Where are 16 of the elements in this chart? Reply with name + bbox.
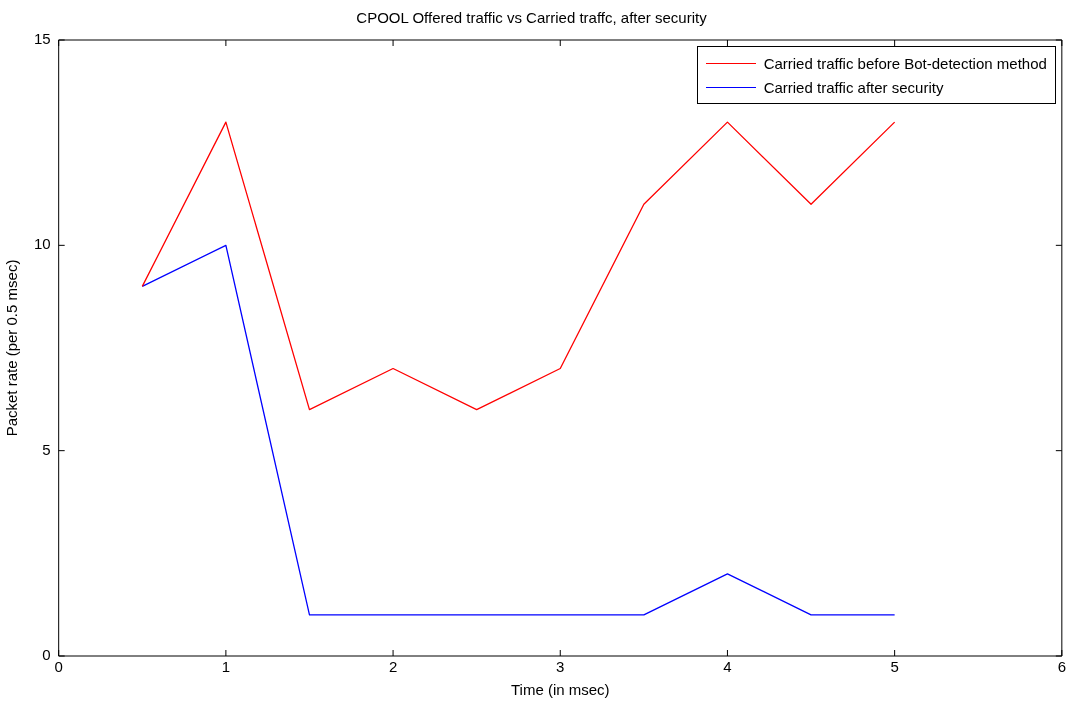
legend-label: Carried traffic after security <box>763 78 944 96</box>
x-tick-label: 1 <box>221 658 231 676</box>
x-tick-label: 3 <box>556 658 565 676</box>
legend-label: Carried traffic before Bot-detection method <box>763 54 1047 72</box>
chart-title: CPOOL Offered traffic vs Carried traffc, after security <box>356 9 708 27</box>
y-axis-title: Packet rate (per 0.5 msec) <box>3 259 21 437</box>
y-tick-label: 10 <box>34 235 51 253</box>
x-tick-label: 2 <box>388 658 398 676</box>
x-tick-label: 4 <box>723 658 732 676</box>
x-tick-label: 5 <box>890 658 899 676</box>
x-tick-label: 6 <box>1057 658 1066 676</box>
x-tick-label: 0 <box>54 658 63 676</box>
y-tick-label: 5 <box>42 440 51 458</box>
x-axis-title: Time (in msec) <box>510 681 610 699</box>
y-tick-label: 15 <box>34 30 51 48</box>
y-tick-label: 0 <box>42 646 51 664</box>
